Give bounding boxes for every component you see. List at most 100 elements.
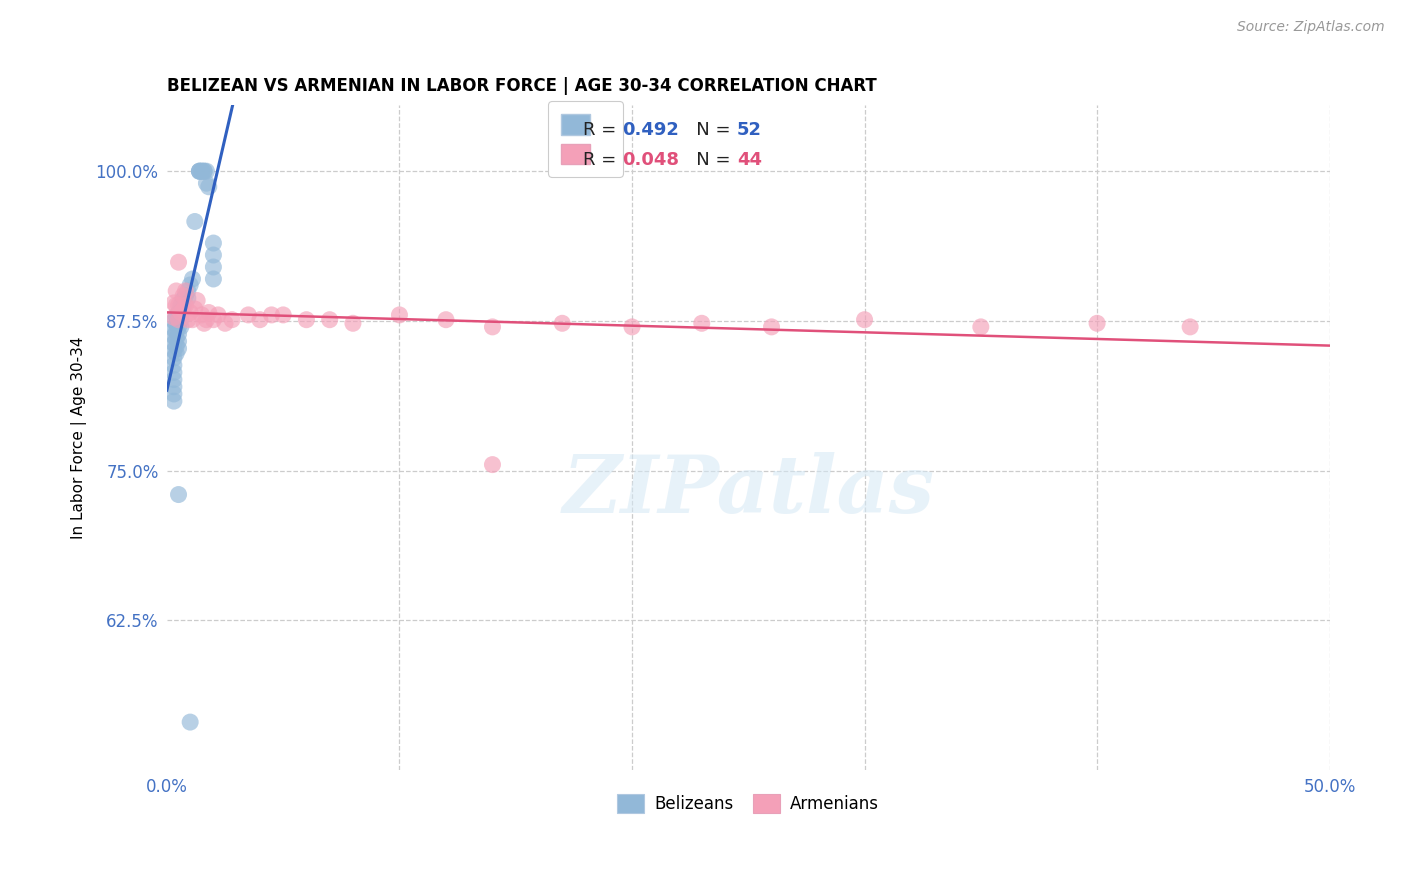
- Text: N =: N =: [679, 152, 737, 169]
- Point: [202, 260, 225, 274]
- Point: [260, 308, 283, 322]
- Point: [170, 305, 193, 319]
- Point: [179, 277, 201, 292]
- Point: [177, 312, 200, 326]
- Point: [197, 179, 219, 194]
- Point: [163, 329, 186, 343]
- Point: [172, 289, 194, 303]
- Point: [172, 300, 194, 314]
- Point: [179, 715, 201, 730]
- Point: [165, 298, 187, 312]
- Point: [191, 164, 214, 178]
- Point: [163, 336, 186, 351]
- Point: [214, 316, 236, 330]
- Point: [177, 291, 200, 305]
- Point: [163, 314, 186, 328]
- Point: [184, 214, 207, 228]
- Point: [195, 312, 218, 326]
- Point: [163, 343, 186, 358]
- Legend: Belizeans, Armenians: Belizeans, Armenians: [609, 786, 887, 822]
- Point: [434, 312, 457, 326]
- Point: [202, 272, 225, 286]
- Point: [188, 164, 211, 178]
- Point: [202, 235, 225, 250]
- Point: [295, 312, 318, 326]
- Point: [163, 373, 186, 387]
- Point: [1178, 319, 1201, 334]
- Point: [170, 319, 193, 334]
- Point: [165, 332, 187, 346]
- Point: [163, 351, 186, 365]
- Point: [174, 284, 197, 298]
- Point: [184, 301, 207, 316]
- Point: [170, 312, 193, 326]
- Point: [170, 298, 193, 312]
- Point: [193, 164, 215, 178]
- Point: [167, 342, 190, 356]
- Text: BELIZEAN VS ARMENIAN IN LABOR FORCE | AGE 30-34 CORRELATION CHART: BELIZEAN VS ARMENIAN IN LABOR FORCE | AG…: [167, 78, 877, 95]
- Point: [167, 487, 190, 501]
- Text: R =: R =: [583, 152, 623, 169]
- Text: 0.048: 0.048: [623, 152, 679, 169]
- Point: [167, 327, 190, 342]
- Point: [163, 380, 186, 394]
- Point: [165, 318, 187, 332]
- Point: [621, 319, 644, 334]
- Point: [165, 325, 187, 339]
- Point: [551, 316, 574, 330]
- Point: [163, 358, 186, 372]
- Point: [342, 316, 364, 330]
- Point: [221, 312, 243, 326]
- Point: [188, 164, 211, 178]
- Point: [191, 164, 214, 178]
- Point: [181, 312, 204, 326]
- Point: [195, 164, 218, 178]
- Point: [165, 284, 187, 298]
- Point: [761, 319, 783, 334]
- Point: [165, 346, 187, 360]
- Text: N =: N =: [679, 121, 737, 139]
- Point: [165, 309, 187, 323]
- Point: [188, 164, 211, 178]
- Point: [193, 164, 215, 178]
- Point: [271, 308, 294, 322]
- Point: [167, 312, 190, 326]
- Point: [193, 316, 215, 330]
- Point: [177, 284, 200, 298]
- Point: [853, 312, 876, 326]
- Text: 0.492: 0.492: [623, 121, 679, 139]
- Point: [167, 298, 190, 312]
- Point: [163, 322, 186, 336]
- Point: [172, 303, 194, 318]
- Point: [186, 293, 208, 308]
- Point: [165, 339, 187, 353]
- Point: [388, 308, 411, 322]
- Text: 52: 52: [737, 121, 762, 139]
- Point: [167, 255, 190, 269]
- Point: [170, 305, 193, 319]
- Point: [163, 365, 186, 379]
- Point: [1085, 316, 1108, 330]
- Text: Source: ZipAtlas.com: Source: ZipAtlas.com: [1237, 20, 1385, 34]
- Point: [167, 319, 190, 334]
- Point: [181, 272, 204, 286]
- Point: [202, 312, 225, 326]
- Point: [238, 308, 260, 322]
- Point: [197, 305, 219, 319]
- Point: [970, 319, 993, 334]
- Point: [191, 308, 214, 322]
- Point: [202, 248, 225, 262]
- Point: [207, 308, 229, 322]
- Point: [318, 312, 340, 326]
- Point: [163, 394, 186, 409]
- Text: 44: 44: [737, 152, 762, 169]
- Point: [481, 458, 503, 472]
- Point: [163, 387, 186, 401]
- Point: [167, 334, 190, 349]
- Point: [690, 316, 713, 330]
- Text: ZIPatlas: ZIPatlas: [562, 452, 935, 530]
- Point: [481, 319, 503, 334]
- Point: [167, 305, 190, 319]
- Point: [174, 298, 197, 312]
- Point: [179, 305, 201, 319]
